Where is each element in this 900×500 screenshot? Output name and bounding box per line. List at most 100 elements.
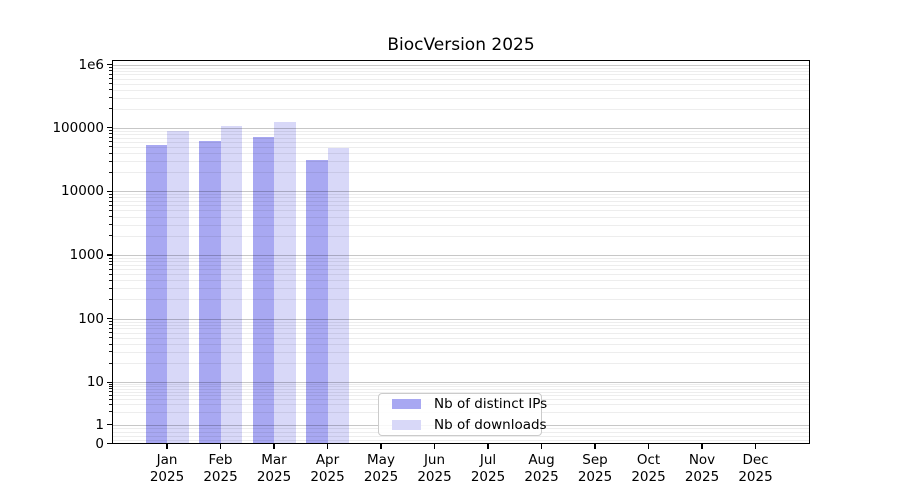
y-minor-tick-mark xyxy=(109,133,112,135)
y-tick-mark xyxy=(106,190,112,192)
y-minor-tick-mark xyxy=(109,268,112,270)
x-tick-month: Jun xyxy=(423,452,446,468)
x-tick-label-mar: Mar 2025 xyxy=(244,452,304,485)
y-tick-label-1: 1 xyxy=(95,416,104,433)
y-minor-tick-mark xyxy=(109,160,112,162)
bar-apr-downloads xyxy=(327,147,349,444)
x-tick-label-jun: Jun 2025 xyxy=(405,452,465,485)
y-minor-tick-mark xyxy=(109,141,112,143)
bar-apr-distinct-ips xyxy=(306,159,328,444)
y-minor-tick-mark xyxy=(109,383,112,385)
legend-row-downloads: Nb of downloads xyxy=(386,417,547,433)
y-minor-tick-mark xyxy=(109,171,112,173)
y-minor-tick-mark xyxy=(109,205,112,206)
x-tick-year: 2025 xyxy=(417,468,452,485)
y-tick-label-0: 0 xyxy=(95,435,104,452)
x-tick-month: Sep xyxy=(582,452,608,468)
bar-mar-downloads xyxy=(274,122,296,444)
x-tick-mark-feb xyxy=(219,443,222,449)
y-tick-label-1e6: 1e6 xyxy=(78,56,104,73)
y-tick-label-100000: 100000 xyxy=(52,119,104,136)
y-tick-label-100: 100 xyxy=(78,310,104,327)
legend-label-downloads: Nb of downloads xyxy=(434,417,547,433)
y-minor-tick-mark xyxy=(109,200,112,202)
y-minor-tick-mark xyxy=(109,193,112,195)
x-tick-year: 2025 xyxy=(470,468,506,485)
y-minor-tick-mark xyxy=(109,343,112,345)
y-minor-tick-mark xyxy=(109,385,112,387)
x-tick-year: 2025 xyxy=(149,468,185,485)
y-minor-tick-mark xyxy=(109,152,112,154)
y-minor-tick-mark xyxy=(109,273,112,275)
x-tick-year: 2025 xyxy=(203,468,238,485)
y-tick-label-10000: 10000 xyxy=(61,183,104,200)
x-tick-month: Aug xyxy=(528,452,555,468)
x-tick-label-jan: Jan 2025 xyxy=(137,452,197,485)
y-minor-tick-mark xyxy=(109,337,112,339)
x-tick-month: Apr xyxy=(315,452,340,468)
x-tick-label-jul: Jul 2025 xyxy=(458,452,518,485)
y-tick-mark xyxy=(106,442,112,445)
x-tick-month: Jan xyxy=(156,452,178,468)
y-tick-mark xyxy=(106,254,112,256)
y-minor-tick-mark xyxy=(109,287,112,289)
y-minor-tick-mark xyxy=(109,299,112,300)
x-tick-year: 2025 xyxy=(363,468,399,485)
y-minor-tick-mark xyxy=(109,137,112,139)
x-tick-label-feb: Feb 2025 xyxy=(191,452,251,485)
bar-feb-downloads xyxy=(220,125,242,444)
y-tick-mark xyxy=(106,381,112,383)
x-tick-month: Nov xyxy=(688,452,716,468)
x-tick-year: 2025 xyxy=(256,468,292,485)
bar-mar-distinct-ips xyxy=(252,136,274,444)
y-tick-label-1000: 1000 xyxy=(69,247,104,263)
x-tick-mark-nov xyxy=(701,443,703,449)
y-minor-tick-mark xyxy=(109,235,112,237)
y-minor-tick-mark xyxy=(109,332,112,334)
plot-area: Nb of distinct IPs Nb of downloads xyxy=(112,60,810,444)
y-minor-tick-mark xyxy=(109,108,112,110)
x-tick-mark-oct xyxy=(647,443,650,449)
legend-swatch-downloads xyxy=(392,420,421,430)
x-tick-month: Oct xyxy=(636,452,661,468)
bar-jan-downloads xyxy=(167,130,189,444)
y-minor-tick-mark xyxy=(109,279,112,281)
x-tick-month: Mar xyxy=(261,452,287,468)
x-tick-year: 2025 xyxy=(738,468,773,485)
legend-label-distinct-ips: Nb of distinct IPs xyxy=(434,396,548,412)
y-tick-mark xyxy=(106,317,112,320)
y-minor-tick-mark xyxy=(109,216,112,218)
bar-feb-distinct-ips xyxy=(199,141,221,444)
x-tick-mark-dec xyxy=(754,443,757,449)
x-tick-year: 2025 xyxy=(631,468,666,485)
x-tick-mark-may xyxy=(380,443,382,449)
x-tick-mark-sep xyxy=(594,443,596,449)
x-tick-mark-jun xyxy=(433,443,436,449)
x-tick-mark-aug xyxy=(540,443,543,449)
x-tick-label-may: May 2025 xyxy=(351,452,411,485)
x-tick-label-nov: Nov 2025 xyxy=(672,452,732,485)
y-minor-tick-mark xyxy=(109,257,112,259)
bar-jan-distinct-ips xyxy=(145,145,167,444)
y-minor-tick-mark xyxy=(109,394,112,396)
y-minor-tick-mark xyxy=(109,224,112,226)
y-minor-tick-mark xyxy=(109,78,112,80)
y-minor-tick-mark xyxy=(109,398,112,400)
x-tick-month: May xyxy=(367,452,395,468)
y-minor-tick-mark xyxy=(109,388,112,390)
x-tick-month: Dec xyxy=(742,452,769,468)
x-tick-mark-jul xyxy=(487,443,489,449)
bars-layer xyxy=(112,60,810,444)
legend-swatch-distinct-ips xyxy=(392,399,421,409)
y-tick-mark xyxy=(106,127,112,129)
x-tick-month: Feb xyxy=(208,452,233,468)
y-minor-tick-mark xyxy=(109,97,112,99)
y-tick-mark xyxy=(106,64,112,66)
y-minor-tick-mark xyxy=(109,146,112,148)
y-minor-tick-mark xyxy=(109,74,112,75)
y-minor-tick-mark xyxy=(109,351,112,353)
x-tick-label-apr: Apr 2025 xyxy=(298,452,358,485)
y-minor-tick-mark xyxy=(109,321,112,322)
y-minor-tick-mark xyxy=(109,67,112,69)
